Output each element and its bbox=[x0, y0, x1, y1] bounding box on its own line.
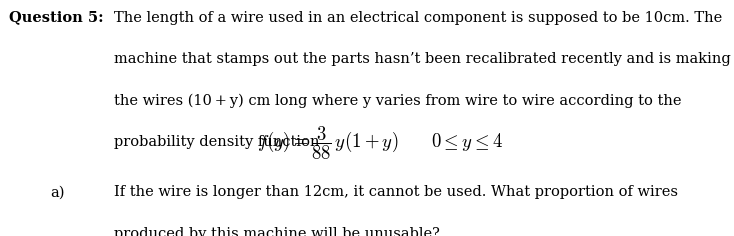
Text: Question 5:: Question 5: bbox=[9, 11, 103, 25]
Text: produced by this machine will be unusable?: produced by this machine will be unusabl… bbox=[114, 227, 440, 236]
Text: probability density function: probability density function bbox=[114, 135, 319, 148]
Text: the wires (10 + y) cm long where y varies from wire to wire according to the: the wires (10 + y) cm long where y varie… bbox=[114, 93, 681, 108]
Text: $f(y) = \dfrac{3}{88}\,y(1 + y) \qquad 0 \leq y \leq 4$: $f(y) = \dfrac{3}{88}\,y(1 + y) \qquad 0… bbox=[257, 124, 503, 162]
Text: machine that stamps out the parts hasn’t been recalibrated recently and is makin: machine that stamps out the parts hasn’t… bbox=[114, 52, 730, 66]
Text: The length of a wire used in an electrical component is supposed to be 10cm. The: The length of a wire used in an electric… bbox=[114, 11, 722, 25]
Text: If the wire is longer than 12cm, it cannot be used. What proportion of wires: If the wire is longer than 12cm, it cann… bbox=[114, 185, 677, 199]
Text: a): a) bbox=[50, 185, 65, 199]
